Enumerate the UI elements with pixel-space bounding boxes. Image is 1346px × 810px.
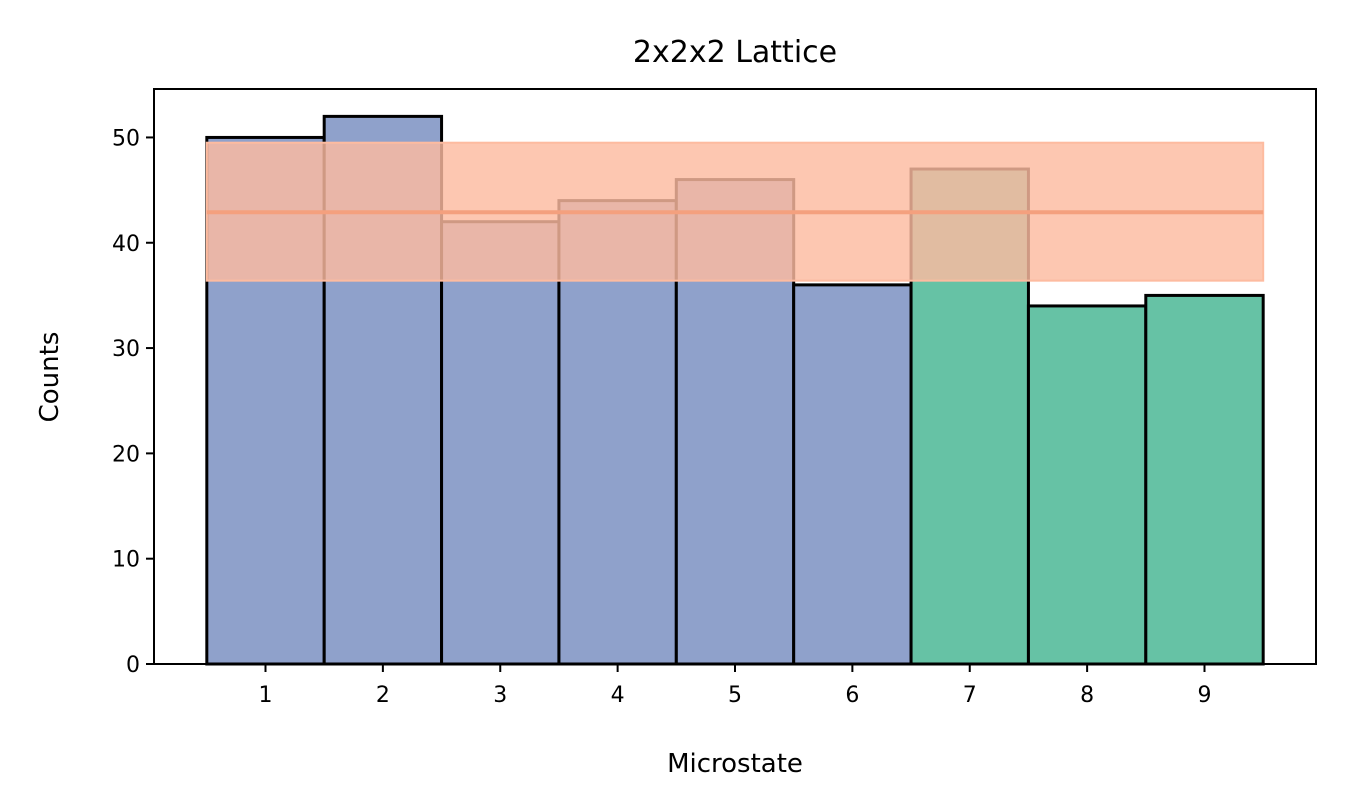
- x-tick-label-7: 7: [963, 683, 977, 708]
- y-tick-label-40: 40: [112, 232, 140, 257]
- x-tick-label-1: 1: [259, 683, 273, 708]
- axes: 1 2 3 4 5 6 7 8 9 0 10 20 30 40 50: [112, 88, 1317, 708]
- x-axis-label: Microstate: [667, 749, 803, 779]
- bar-8: [1026, 304, 1148, 666]
- y-tick-label-50: 50: [112, 126, 140, 151]
- y-tick-label-0: 0: [126, 653, 140, 678]
- y-tick-label-10: 10: [112, 548, 140, 573]
- x-tick-label-6: 6: [845, 683, 859, 708]
- bar-3: [440, 220, 561, 666]
- x-tick-label-2: 2: [376, 683, 390, 708]
- chart-title: 2x2x2 Lattice: [633, 35, 837, 70]
- x-tick-label-9: 9: [1197, 683, 1211, 708]
- y-axis-label: Counts: [35, 332, 65, 423]
- y-tick-label-20: 20: [112, 442, 140, 467]
- x-tick-label-8: 8: [1080, 683, 1094, 708]
- x-tick-label-5: 5: [728, 683, 742, 708]
- bar-9: [1144, 293, 1265, 666]
- variance-band: [205, 141, 1265, 282]
- x-tick-label-4: 4: [611, 683, 625, 708]
- bar-6: [792, 283, 913, 666]
- x-tick-label-3: 3: [493, 683, 507, 708]
- y-tick-label-30: 30: [112, 337, 140, 362]
